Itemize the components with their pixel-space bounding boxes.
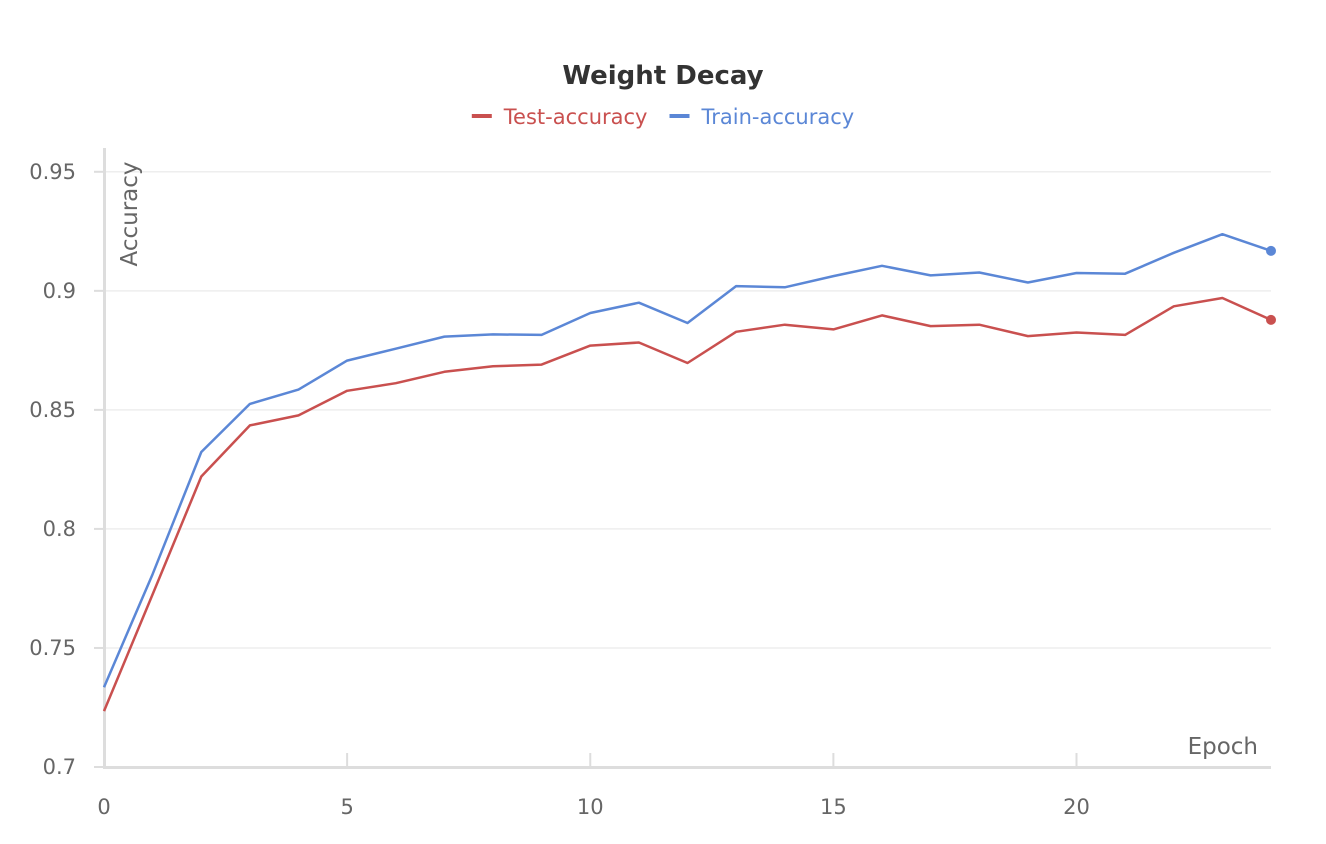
series-line-train-accuracy: [102, 232, 1272, 688]
x-axis-title: Epoch: [1188, 734, 1258, 760]
series-end-point-train-accuracy: [1266, 245, 1276, 256]
legend-label: Train-accuracy: [701, 105, 855, 129]
x-tick-label: 0: [97, 795, 110, 819]
grid: [104, 171, 1271, 649]
x-tick-label: 10: [577, 795, 604, 819]
legend: Test-accuracy Train-accuracy: [471, 105, 855, 129]
y-tick-label: 0.95: [29, 160, 76, 184]
y-axis-title: Accuracy: [117, 161, 143, 266]
chart-title: Weight Decay: [562, 61, 763, 91]
legend-label: Test-accuracy: [503, 105, 648, 129]
series-layer: [102, 232, 1276, 712]
legend-item: Train-accuracy: [669, 105, 855, 129]
x-axis-ticks: 0 5 10 15 20: [97, 753, 1090, 819]
x-tick-label: 20: [1063, 795, 1090, 819]
x-tick-label: 15: [820, 795, 847, 819]
legend-item: Test-accuracy: [471, 105, 648, 129]
y-tick-label: 0.8: [43, 517, 76, 541]
series-line-test-accuracy: [102, 296, 1272, 712]
y-tick-label: 0.85: [29, 398, 76, 422]
y-tick-label: 0.75: [29, 636, 76, 660]
series-end-point-test-accuracy: [1266, 314, 1276, 325]
y-tick-label: 0.7: [43, 755, 76, 779]
x-tick-label: 5: [340, 795, 353, 819]
y-axis-ticks: 0.7 0.75 0.8 0.85 0.9 0.95: [29, 160, 104, 779]
y-tick-label: 0.9: [43, 279, 76, 303]
